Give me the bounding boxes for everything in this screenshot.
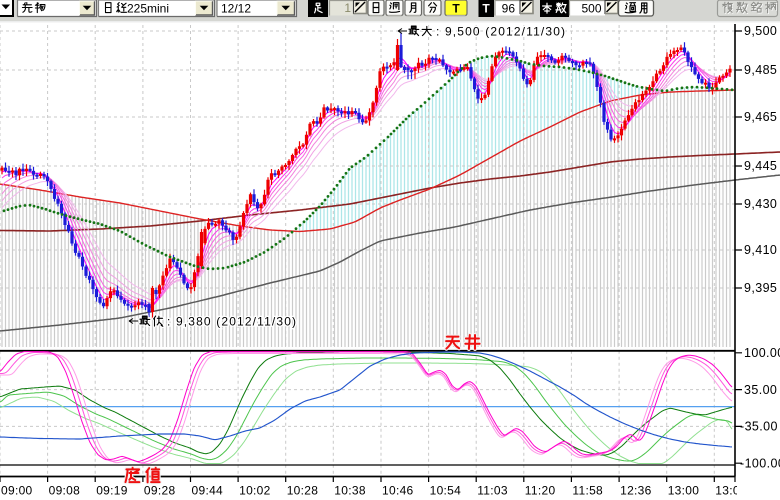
svg-text:: 9,380 (2012/11/30): : 9,380 (2012/11/30): [167, 315, 297, 329]
svg-text:10:38: 10:38: [334, 484, 366, 498]
svg-text:225mini: 225mini: [127, 2, 169, 16]
svg-text:9,445: 9,445: [744, 159, 777, 173]
svg-text:9,430: 9,430: [744, 197, 777, 211]
svg-text:11:03: 11:03: [477, 484, 508, 498]
svg-text:09:19: 09:19: [96, 484, 128, 498]
svg-text:1: 1: [344, 1, 351, 15]
svg-text:9,410: 9,410: [744, 243, 777, 257]
svg-text:11:58: 11:58: [572, 484, 603, 498]
svg-text:-100.00: -100.00: [740, 456, 780, 470]
svg-text:10:46: 10:46: [382, 484, 414, 498]
svg-text:T: T: [482, 2, 490, 16]
svg-text:9,500: 9,500: [744, 24, 777, 38]
svg-text:9,395: 9,395: [744, 281, 777, 295]
svg-text:100.00: 100.00: [744, 346, 780, 360]
svg-text:35.00: 35.00: [744, 383, 777, 397]
svg-text:96: 96: [502, 2, 516, 16]
svg-text:: 9,500 (2012/11/30): : 9,500 (2012/11/30): [436, 25, 566, 39]
svg-text:09:00: 09:00: [1, 484, 33, 498]
svg-text:11:20: 11:20: [525, 484, 556, 498]
svg-text:13:00: 13:00: [668, 484, 700, 498]
svg-text:13:05: 13:05: [715, 484, 747, 498]
svg-text:-35.00: -35.00: [740, 420, 778, 434]
svg-text:09:08: 09:08: [49, 484, 81, 498]
svg-text:09:28: 09:28: [144, 484, 176, 498]
svg-text:T: T: [452, 2, 460, 16]
svg-text:10:54: 10:54: [430, 484, 462, 498]
svg-text:10:28: 10:28: [287, 484, 319, 498]
svg-text:12:36: 12:36: [620, 484, 652, 498]
svg-text:9,465: 9,465: [744, 110, 777, 124]
svg-text:09:44: 09:44: [192, 484, 224, 498]
svg-text:500: 500: [581, 2, 601, 16]
svg-text:9,485: 9,485: [744, 63, 777, 77]
svg-text:12/12: 12/12: [221, 2, 251, 16]
svg-text:10:02: 10:02: [239, 484, 271, 498]
